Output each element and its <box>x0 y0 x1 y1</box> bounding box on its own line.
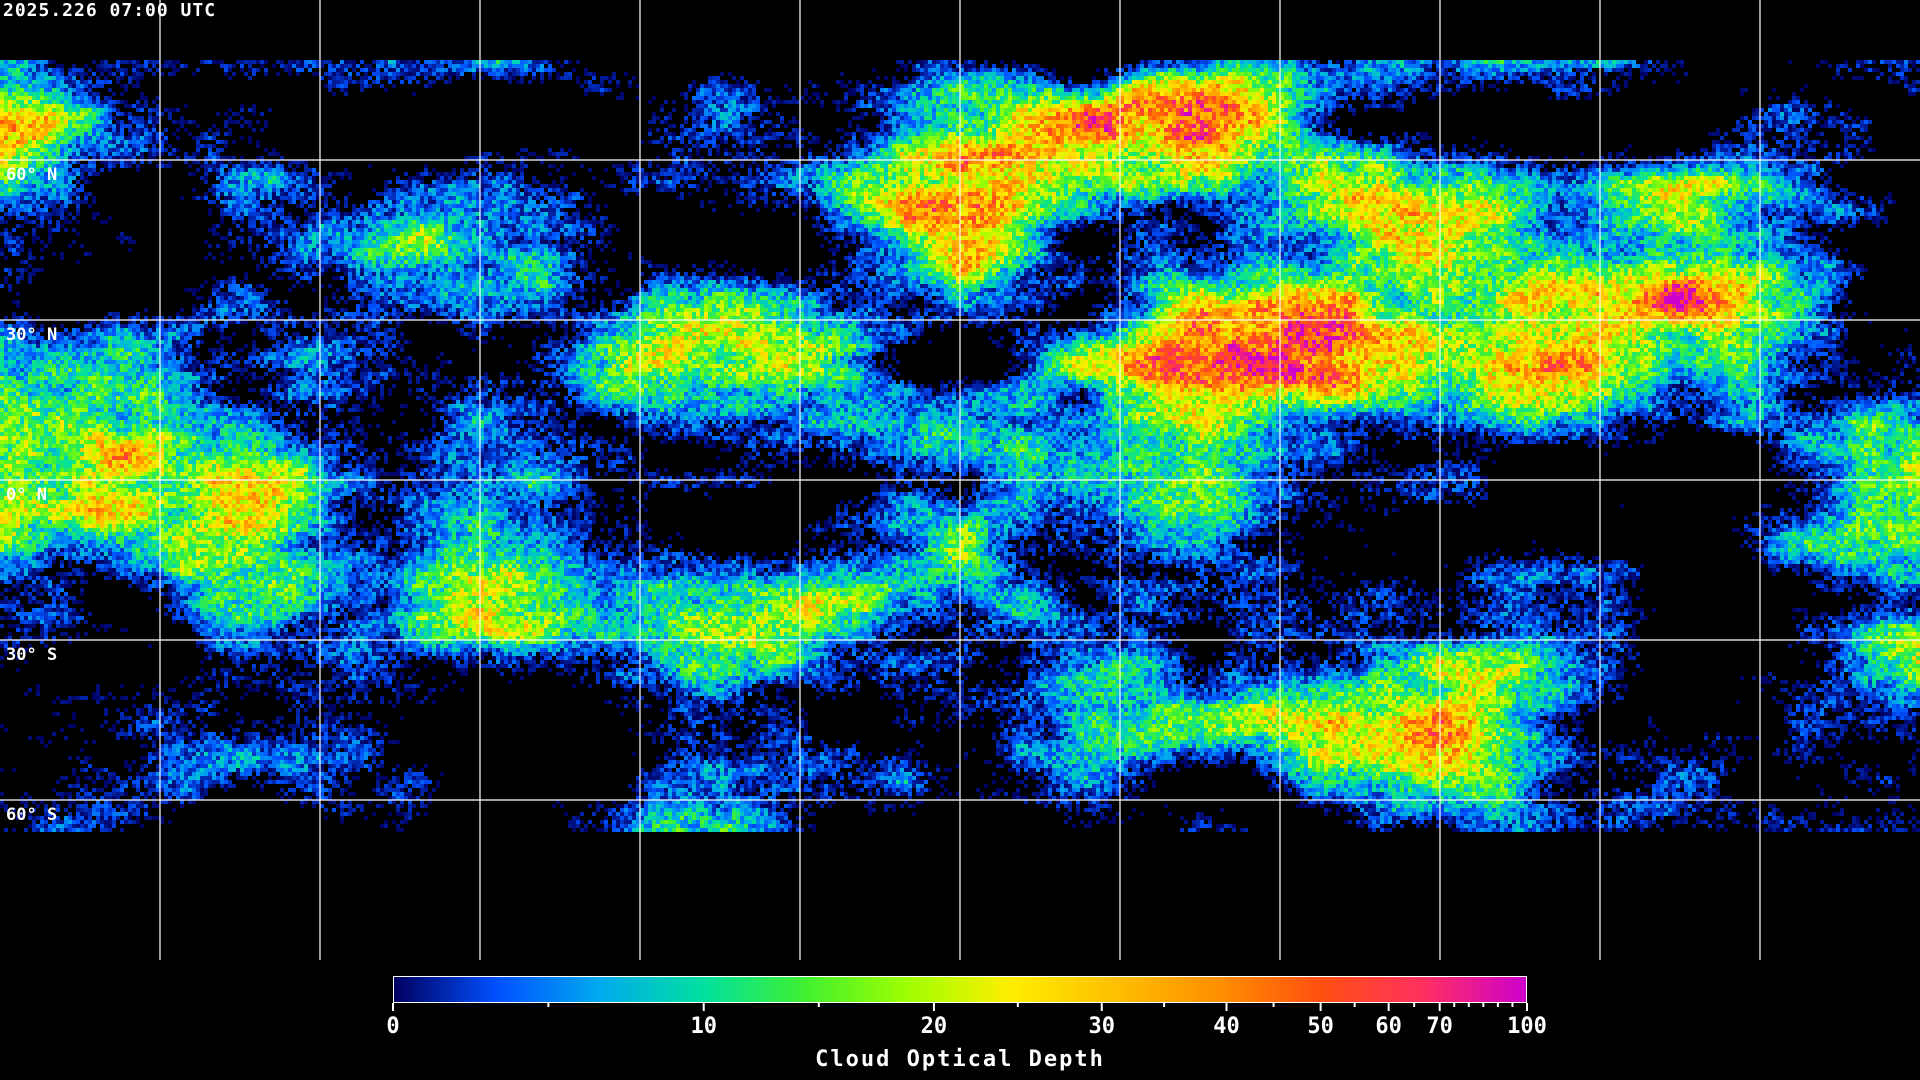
colorbar-tick-label: 50 <box>1307 1014 1334 1039</box>
lat-label-0: 0° N <box>6 485 47 505</box>
colorbar-tick-label: 40 <box>1213 1014 1240 1039</box>
colorbar-title: Cloud Optical Depth <box>815 1047 1105 1072</box>
cloud-optical-depth-map <box>0 0 1920 960</box>
colorbar-tick-label: 30 <box>1088 1014 1116 1039</box>
colorbar-tick-label: 20 <box>920 1014 948 1039</box>
colorbar <box>393 976 1527 1003</box>
colorbar-tick-label: 60 <box>1375 1014 1402 1039</box>
graticule <box>0 0 1920 960</box>
lat-label-60n: 60° N <box>6 165 58 185</box>
colorbar-ticks <box>392 1003 1528 1011</box>
colorbar-tick-label: 0 <box>386 1014 400 1039</box>
colorbar-tick-label: 100 <box>1507 1014 1547 1039</box>
lat-label-30s: 30° S <box>6 645 58 665</box>
lat-label-60s: 60° S <box>6 805 58 825</box>
colorbar-tick-label: 10 <box>690 1014 717 1039</box>
timestamp: 2025.226 07:00 UTC <box>3 0 217 21</box>
colorbar-tick-label: 70 <box>1426 1014 1453 1039</box>
lat-label-30n: 30° N <box>6 325 58 345</box>
